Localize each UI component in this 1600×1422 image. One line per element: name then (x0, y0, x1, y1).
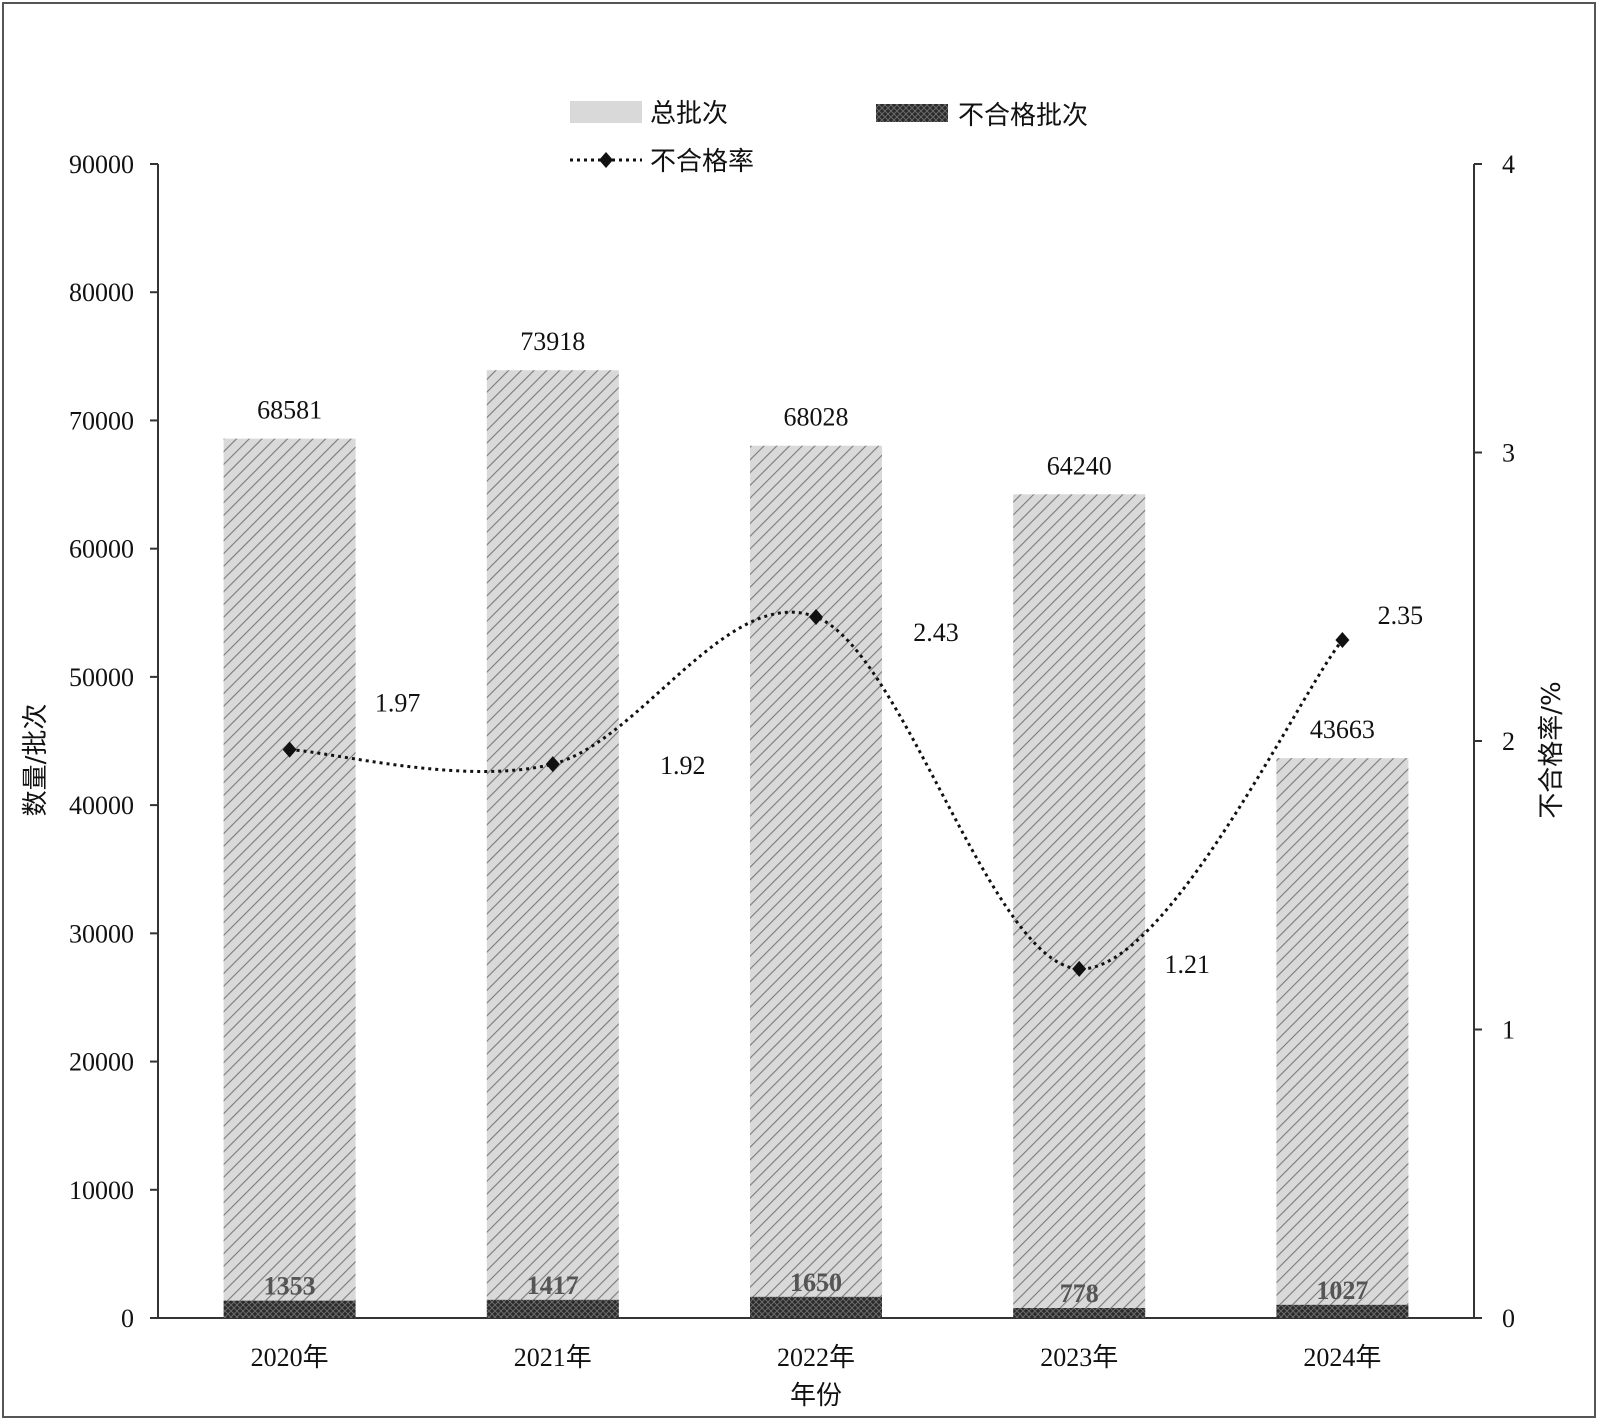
x-axis-tick-labels: 2020年 2021年 2022年 2023年 2024年 (251, 1343, 1382, 1372)
y-left-tick-label: 30000 (69, 919, 134, 948)
y-left-tick-label: 70000 (69, 406, 134, 435)
y-axis-left-title: 数量/批次 (21, 704, 51, 817)
rate-line: 1.97 1.92 2.43 1.21 2.35 (282, 601, 1424, 979)
bar-fail (486, 1299, 619, 1318)
bar-total-label: 73918 (520, 327, 585, 356)
x-axis-title: 年份 (790, 1381, 842, 1411)
bar-fail-label: 1353 (264, 1272, 316, 1301)
rate-point (809, 608, 823, 625)
bar-fail (750, 1296, 882, 1318)
labels-fail: 1353 1417 1650 778 1027 (264, 1268, 1369, 1308)
legend-swatch-fail (876, 104, 948, 122)
legend: 总批次 不合格批次 不合格率 (570, 99, 1088, 177)
rate-point (545, 756, 560, 773)
rate-point (1072, 960, 1087, 977)
y-left-tick-label: 20000 (69, 1048, 134, 1077)
legend-label-total: 总批次 (650, 99, 728, 129)
y-left-tick-label: 80000 (69, 278, 134, 307)
bar-total (750, 445, 882, 1318)
bar-fail (1013, 1308, 1146, 1318)
labels-total: 68581 73918 68028 64240 43663 (257, 327, 1375, 744)
rate-label: 2.35 (1378, 601, 1424, 630)
x-tick-label: 2021年 (514, 1343, 592, 1372)
bar-total-label: 68581 (257, 396, 322, 425)
bar-fail (1276, 1304, 1409, 1318)
bar-total (1013, 494, 1146, 1319)
rate-label: 1.97 (375, 689, 421, 718)
y-right-tick-label: 2 (1502, 727, 1515, 756)
x-tick-label: 2022年 (777, 1343, 855, 1372)
y-right-tick-label: 3 (1502, 439, 1515, 468)
legend-label-fail: 不合格批次 (958, 101, 1088, 131)
legend-swatch-total (570, 101, 642, 123)
x-tick-label: 2023年 (1040, 1343, 1118, 1372)
y-left-tick-label: 0 (121, 1304, 134, 1333)
y-axis-right-ticks: 0 1 2 3 4 (1474, 150, 1515, 1333)
bar-total-label: 43663 (1310, 715, 1375, 744)
bar-total (486, 370, 619, 1318)
legend-label-rate: 不合格率 (650, 147, 754, 177)
rate-point (1335, 632, 1350, 649)
y-left-tick-label: 40000 (69, 791, 134, 820)
bars-total (223, 370, 1409, 1319)
rate-label: 2.43 (913, 618, 959, 647)
bar-fail-label: 778 (1060, 1279, 1099, 1308)
bar-fail-label: 1417 (527, 1271, 579, 1300)
bar-fail-label: 1027 (1316, 1276, 1368, 1305)
y-left-tick-label: 50000 (69, 663, 134, 692)
legend-marker-rate (599, 152, 613, 168)
y-left-tick-label: 90000 (69, 150, 134, 179)
rate-label: 1.92 (660, 751, 706, 780)
y-right-tick-label: 0 (1502, 1304, 1515, 1333)
rate-point (282, 741, 297, 758)
rate-label: 1.21 (1164, 950, 1210, 979)
bar-fail (223, 1300, 356, 1318)
y-right-tick-label: 4 (1502, 150, 1515, 179)
x-tick-label: 2020年 (251, 1343, 329, 1372)
y-axis-right-title: 不合格率/% (1537, 681, 1567, 818)
bar-total-label: 68028 (784, 403, 849, 432)
y-axis-left-ticks: 0 10000 20000 30000 40000 50000 60000 70000 8000… (69, 150, 158, 1333)
bar-total-label: 64240 (1047, 451, 1112, 480)
bar-fail-label: 1650 (790, 1268, 842, 1297)
y-right-tick-label: 1 (1502, 1016, 1515, 1045)
y-left-tick-label: 60000 (69, 535, 134, 564)
x-tick-label: 2024年 (1303, 1343, 1381, 1372)
bar-total (1276, 758, 1409, 1318)
bars-fail (223, 1296, 1409, 1318)
bar-total (223, 438, 356, 1319)
y-left-tick-label: 10000 (69, 1176, 134, 1205)
